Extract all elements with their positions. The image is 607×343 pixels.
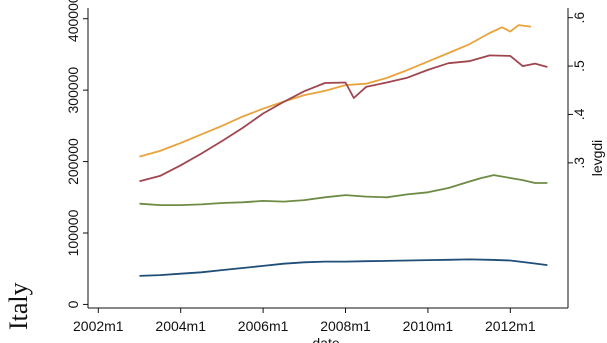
y-left-tick-label: 400000 [65, 0, 81, 42]
y-left-tick-label: 300000 [65, 67, 81, 114]
series-line-1 [139, 258, 548, 277]
y-left-tick-label: 200000 [65, 138, 81, 185]
series-line-4 [139, 54, 548, 183]
x-tick-label: 2002m1 [73, 318, 124, 334]
x-tick-label: 2004m1 [155, 318, 206, 334]
x-tick-label: 2012m1 [485, 318, 536, 334]
y-right-tick-label: .6 [571, 12, 587, 24]
y-left-tick-label: 100000 [65, 209, 81, 256]
y-right-axis-title: levgdi [589, 140, 605, 177]
y-right-tick-label: .4 [571, 108, 587, 120]
series-line-3 [139, 24, 532, 158]
x-tick-label: 2010m1 [403, 318, 454, 334]
axes: 2002m1 2004m1 2006m1 2008m1 2010m1 2012m1 date… [65, 0, 605, 343]
x-tick-label: 2006m1 [238, 318, 289, 334]
x-tick-label: 2008m1 [320, 318, 371, 334]
y-right-tick-label: .3 [571, 157, 587, 169]
series-group [139, 24, 548, 277]
y-left-tick-label: 0 [65, 300, 81, 308]
x-axis-title: date [312, 335, 339, 343]
series-line-2 [139, 174, 548, 207]
y-right-tick-label: .5 [571, 60, 587, 72]
